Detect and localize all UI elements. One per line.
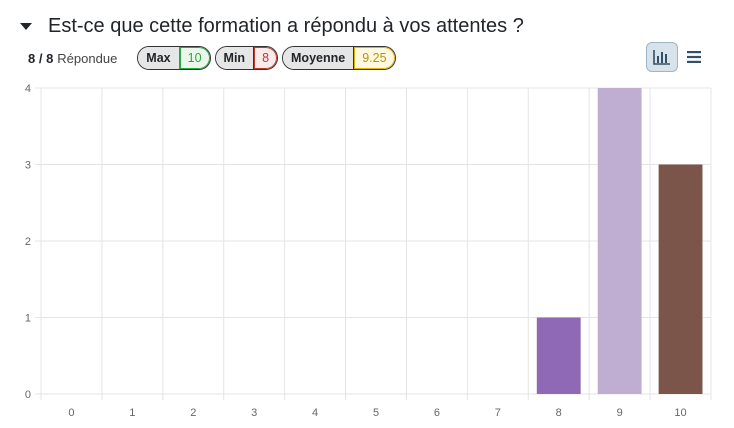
bar-10 xyxy=(658,164,703,394)
collapse-caret-icon[interactable] xyxy=(20,22,32,30)
min-badge: Min 8 xyxy=(214,46,279,70)
average-label: Moyenne xyxy=(283,47,354,69)
bar-chart-icon xyxy=(653,50,670,65)
x-tick-label: 4 xyxy=(312,407,318,419)
table-view-button[interactable] xyxy=(678,42,710,72)
answered-label: Répondue xyxy=(57,50,118,66)
x-tick-label: 1 xyxy=(129,407,135,419)
list-icon xyxy=(687,51,701,63)
x-tick-label: 0 xyxy=(68,407,74,419)
max-label: Max xyxy=(138,47,179,69)
x-tick-label: 5 xyxy=(373,407,379,419)
x-tick-label: 7 xyxy=(495,407,501,419)
x-tick-label: 6 xyxy=(434,407,440,419)
bar-chart: 0 1 2 3 4 0 1 2 3 4 5 6 7 8 9 10 xyxy=(25,83,712,419)
average-value: 9.25 xyxy=(353,47,395,69)
answered-count: 8 / 8 xyxy=(28,50,54,66)
view-toggle xyxy=(646,42,710,72)
x-tick-label: 9 xyxy=(617,407,623,419)
max-badge: Max 10 xyxy=(137,46,211,70)
y-tick-label: 1 xyxy=(25,313,31,325)
question-title: Est-ce que cette formation a répondu à v… xyxy=(48,14,524,37)
graph-view-button[interactable] xyxy=(646,42,678,72)
question-header: Est-ce que cette formation a répondu à v… xyxy=(18,12,524,40)
stats-bar: 8 / 8 Répondue Max 10 Min 8 Moyenne 9.25 xyxy=(28,46,400,70)
x-tick-label: 3 xyxy=(251,407,257,419)
x-tick-label: 10 xyxy=(674,407,686,419)
average-badge: Moyenne 9.25 xyxy=(282,46,396,70)
y-tick-label: 2 xyxy=(25,236,31,248)
y-tick-label: 4 xyxy=(25,83,31,95)
bar-8 xyxy=(536,317,581,394)
y-tick-label: 3 xyxy=(25,160,31,172)
x-tick-label: 8 xyxy=(556,407,562,419)
max-value: 10 xyxy=(178,47,210,69)
y-tick-label: 0 xyxy=(25,389,31,401)
bar-9 xyxy=(597,88,642,394)
min-value: 8 xyxy=(253,47,278,69)
x-tick-label: 2 xyxy=(190,407,196,419)
min-label: Min xyxy=(215,47,254,69)
